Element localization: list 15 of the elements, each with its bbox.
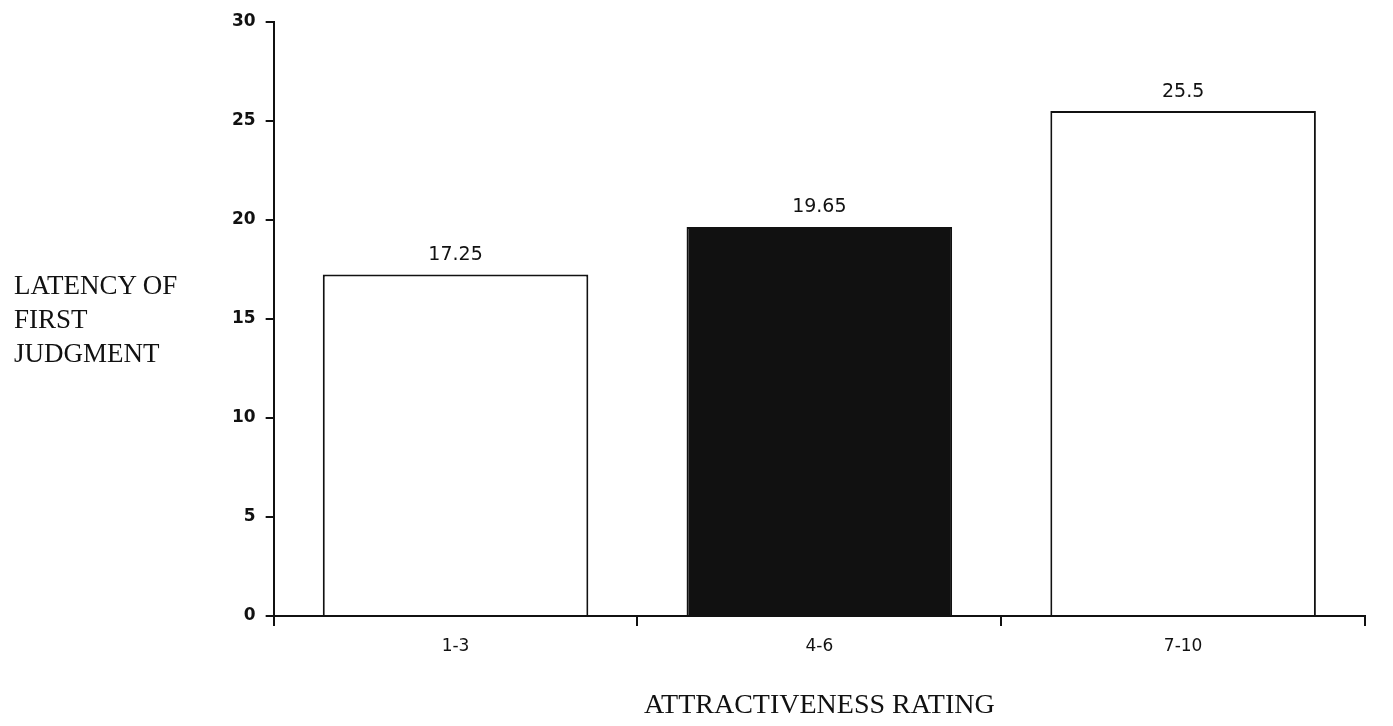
y-tick-label: 20 [231, 208, 256, 229]
x-axis-title: ATTRACTIVENESS RATING [643, 687, 995, 719]
y-axis-title: LATENCY OF FIRST JUDGMENT [14, 269, 179, 370]
data-label: 25.5 [1161, 78, 1205, 101]
x-tick-label: 4-6 [805, 634, 834, 655]
data-label: 17.25 [428, 241, 483, 264]
y-tick-label: 0 [243, 604, 256, 625]
x-tick-label: 1-3 [441, 634, 470, 655]
y-tick-label: 5 [243, 505, 256, 526]
y-tick-label: 25 [231, 109, 256, 130]
y-tick-label: 30 [231, 10, 256, 31]
x-tick-label: 7-10 [1163, 634, 1203, 655]
y-tick-label: 15 [231, 307, 256, 328]
y-tick-label: 10 [231, 406, 256, 427]
data-label: 19.65 [792, 194, 847, 217]
